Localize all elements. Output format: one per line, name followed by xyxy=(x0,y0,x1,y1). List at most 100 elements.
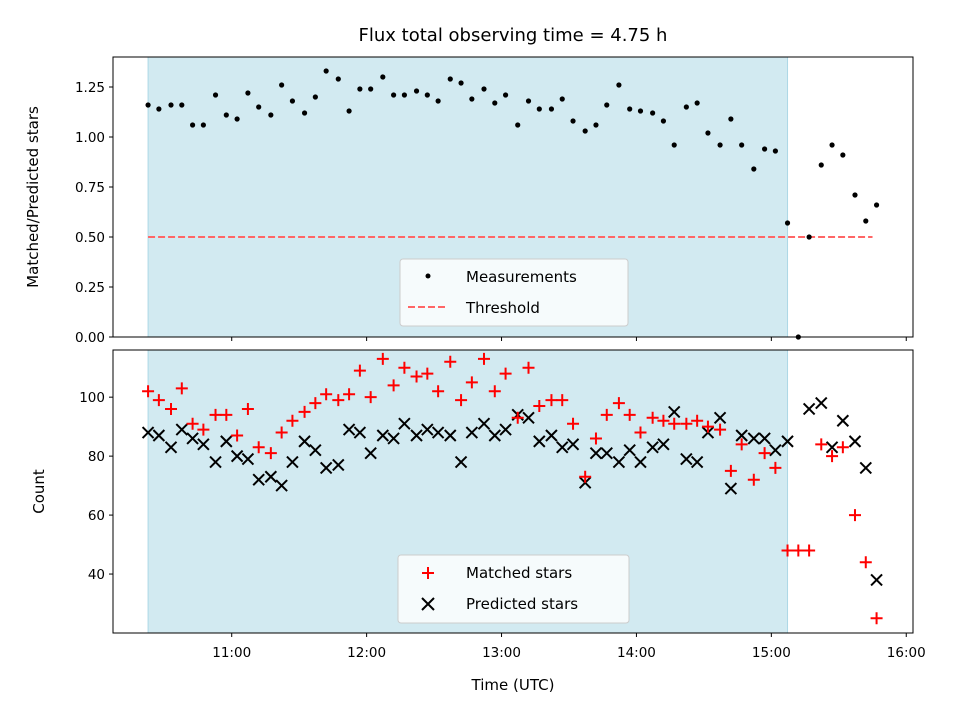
measurement-point xyxy=(268,112,274,118)
matched-star-point xyxy=(477,352,490,365)
matched-star-point xyxy=(364,391,377,404)
predicted-star-point xyxy=(342,423,356,436)
matched-star-point xyxy=(275,426,288,439)
matched-star-point xyxy=(612,397,625,410)
measurement-point xyxy=(829,142,835,148)
bottom-axes-frame xyxy=(112,349,914,634)
matched-star-point xyxy=(600,408,613,421)
top-y-tick-label: 1.25 xyxy=(75,80,105,96)
predicted-star-point xyxy=(387,432,400,445)
chart-title: Flux total observing time = 4.75 h xyxy=(359,25,668,46)
matched-star-point xyxy=(747,473,760,486)
measurement-point xyxy=(481,86,487,92)
matched-star-point xyxy=(421,367,434,380)
matched-star-point xyxy=(511,411,524,424)
bottom-legend-box xyxy=(397,554,630,624)
measurement-point xyxy=(179,102,185,108)
predicted-star-point xyxy=(690,455,704,469)
measurement-point xyxy=(323,68,329,74)
top-legend-box xyxy=(399,258,629,327)
measurement-point xyxy=(424,92,430,98)
predicted-star-point xyxy=(612,455,626,469)
predicted-star-point xyxy=(623,444,636,457)
measurement-point xyxy=(806,234,812,240)
predicted-star-point xyxy=(454,455,468,469)
predicted-star-point xyxy=(747,432,761,445)
measurement-point xyxy=(515,122,521,128)
predicted-star-point xyxy=(241,452,255,466)
measurement-point xyxy=(346,108,352,114)
legend-predicted-label: Predicted stars xyxy=(466,595,578,613)
matched-star-point xyxy=(792,544,805,557)
predicted-star-point xyxy=(781,435,794,448)
predicted-star-point xyxy=(815,396,828,410)
measurement-point xyxy=(469,96,475,102)
measurement-point xyxy=(223,112,229,118)
predicted-star-point xyxy=(309,444,322,457)
measurement-point xyxy=(694,100,700,106)
measurement-point xyxy=(728,116,734,122)
legend-measurement-marker xyxy=(425,273,431,279)
measurement-point xyxy=(380,74,386,80)
matched-star-point xyxy=(309,397,322,410)
predicted-star-point xyxy=(410,429,423,442)
measurement-point xyxy=(616,82,622,88)
measurement-point xyxy=(312,94,318,100)
x-tick-label: 12:00 xyxy=(347,645,386,661)
legend-matched-label: Matched stars xyxy=(466,564,572,582)
top-y-tick-label: 1.00 xyxy=(75,130,105,146)
matched-star-point xyxy=(209,408,222,421)
measurement-point xyxy=(168,102,174,108)
predicted-star-point xyxy=(680,452,693,466)
measurement-point xyxy=(335,76,341,82)
predicted-star-point xyxy=(209,455,222,469)
predicted-star-point xyxy=(444,429,457,442)
bottom-legend: Matched stars Predicted stars xyxy=(397,554,630,624)
predicted-star-point xyxy=(657,438,670,451)
measurement-point xyxy=(660,118,667,124)
x-axis-label: Time (UTC) xyxy=(471,676,555,694)
bottom-y-tick-label: 60 xyxy=(88,508,105,524)
matched-star-point xyxy=(579,470,592,483)
matched-star-point xyxy=(343,388,356,401)
top-y-axis-label: Matched/Predicted stars xyxy=(24,106,42,288)
bottom-y-tick-label: 80 xyxy=(88,449,105,465)
matched-star-point xyxy=(220,408,233,421)
matched-star-point xyxy=(848,509,861,522)
measurement-point xyxy=(762,146,768,152)
measurement-point xyxy=(458,80,464,86)
measurement-point xyxy=(357,86,363,92)
measurement-point xyxy=(863,218,869,224)
measurement-points xyxy=(145,68,880,340)
predicted-star-point xyxy=(859,461,872,475)
predicted-star-point xyxy=(275,479,288,492)
matched-star-point xyxy=(724,464,737,477)
measurement-point xyxy=(536,106,542,112)
matched-star-point xyxy=(815,438,828,451)
x-tick-label: 13:00 xyxy=(482,645,521,661)
matched-star-point xyxy=(286,414,299,427)
measurement-point xyxy=(492,100,498,106)
matched-star-point xyxy=(735,438,748,451)
top-y-tick-label: 0.75 xyxy=(75,180,105,196)
measurement-point xyxy=(739,142,745,148)
matched-star-point xyxy=(444,355,457,368)
matched-star-point xyxy=(556,394,569,407)
predicted-star-point xyxy=(230,449,244,463)
matched-star-point xyxy=(488,385,501,398)
measurement-point xyxy=(413,88,420,94)
matched-star-point xyxy=(803,544,816,557)
matched-stars-points xyxy=(142,352,883,625)
predicted-star-point xyxy=(152,429,166,442)
matched-star-point xyxy=(186,417,199,430)
top-legend: Measurements Threshold xyxy=(399,258,629,327)
predicted-star-point xyxy=(769,444,782,457)
predicted-star-point xyxy=(398,417,411,430)
measurement-point xyxy=(772,148,778,154)
measurement-point xyxy=(435,98,441,104)
measurement-point xyxy=(245,90,251,96)
predicted-star-point xyxy=(164,441,178,454)
top-axis-ticks: 0.00 0.25 0.50 0.75 1.00 1.25 xyxy=(75,80,907,346)
top-axes-frame xyxy=(112,56,914,338)
measurement-point xyxy=(559,96,565,102)
